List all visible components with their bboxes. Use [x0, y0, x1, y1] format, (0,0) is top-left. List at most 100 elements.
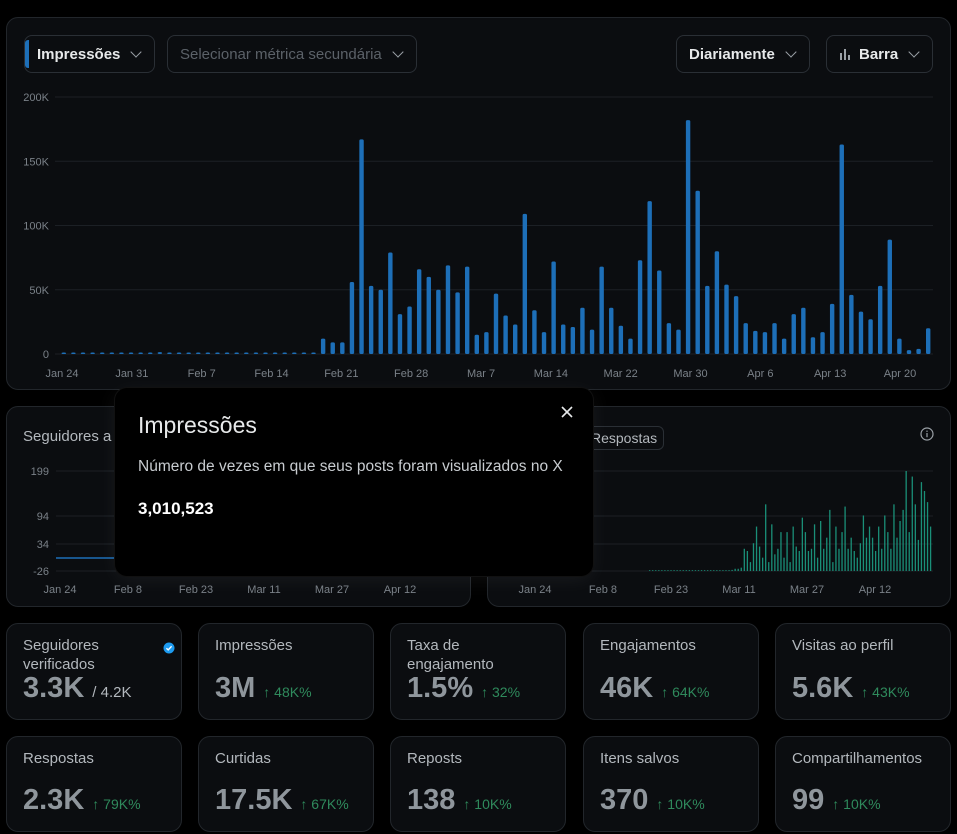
bar [61, 352, 67, 354]
stat-label: Respostas [23, 750, 94, 767]
bar [359, 139, 364, 354]
bar [138, 352, 143, 354]
stat-tile[interactable]: Engajamentos 46K ↑ 64K% [583, 623, 759, 720]
stat-tile[interactable]: Seguidores verificados 3.3K / 4.2K [6, 623, 182, 720]
stat-delta: ↑ 64K% [661, 684, 710, 700]
x-tick-label: Feb 23 [654, 584, 688, 596]
stat-label: Itens salvos [600, 750, 680, 767]
bar [551, 261, 556, 354]
bar [493, 293, 499, 354]
stat-value: 17.5K [215, 784, 293, 816]
bar [253, 352, 259, 354]
bar [664, 570, 666, 571]
bar [893, 504, 895, 571]
bar [647, 201, 652, 354]
verified-badge-icon [163, 642, 175, 654]
interval-dropdown[interactable]: Diariamente [676, 35, 810, 73]
stat-value: 3M [215, 672, 256, 704]
bar [810, 548, 813, 571]
bar [695, 190, 700, 354]
bar [874, 551, 877, 571]
bar [716, 570, 718, 571]
bar [926, 502, 929, 571]
bar [853, 551, 855, 571]
bar [697, 570, 700, 571]
bar [810, 337, 816, 354]
bar [685, 570, 687, 571]
bar [920, 482, 923, 571]
impressions-chart-card: Impressões Selecionar métrica secundária… [6, 17, 951, 390]
stat-tile[interactable]: Visitas ao perfil 5.6K ↑ 43K% [775, 623, 951, 720]
x-tick-label: Feb 8 [114, 584, 142, 596]
stat-tile[interactable]: Impressões 3M ↑ 48K% [198, 623, 374, 720]
bar [768, 562, 770, 571]
chart-type-dropdown[interactable]: Barra [826, 35, 934, 73]
stat-delta: ↑ 43K% [861, 684, 910, 700]
bar [282, 352, 287, 354]
bar [649, 570, 651, 571]
bar [826, 537, 828, 571]
stat-tile[interactable]: Reposts 138 ↑ 10K% [390, 736, 566, 832]
bar [532, 310, 537, 354]
stat-value: 3.3K [23, 672, 85, 704]
stat-value: 138 [407, 784, 456, 816]
secondary-metric-dropdown[interactable]: Selecionar métrica secundária [167, 35, 417, 73]
bar [728, 570, 730, 571]
x-tick-label: Apr 13 [814, 368, 846, 380]
bar [829, 303, 835, 354]
bar [167, 352, 172, 354]
x-tick-label: Feb 21 [324, 368, 358, 380]
bar [849, 294, 854, 354]
bar [798, 551, 800, 571]
bar [580, 307, 585, 354]
bar [733, 296, 739, 354]
stat-tile[interactable]: Itens salvos 370 ↑ 10K% [583, 736, 759, 832]
bar [676, 329, 681, 354]
y-tick-label: 94 [37, 511, 49, 523]
bar [908, 532, 910, 571]
stat-label: Visitas ao perfil [792, 637, 894, 654]
stat-delta: ↑ 32% [481, 684, 521, 700]
bar [426, 276, 431, 354]
bar [691, 570, 694, 571]
stat-value-row: 2.3K ↑ 79K% [23, 784, 141, 817]
stat-value: 46K [600, 672, 654, 704]
primary-metric-dropdown[interactable]: Impressões [24, 35, 156, 73]
x-tick-label: Mar 27 [315, 584, 349, 596]
bar [655, 570, 657, 571]
bar [878, 526, 880, 571]
bar [743, 548, 745, 571]
stat-tile[interactable]: Respostas 2.3K ↑ 79K% [6, 736, 182, 832]
bar [330, 342, 335, 354]
x-tick-label: Mar 11 [247, 584, 280, 596]
bar [917, 539, 920, 571]
bar [905, 471, 907, 571]
chart-type-label: Barra [859, 45, 899, 63]
stat-tile[interactable]: Curtidas 17.5K ↑ 67K% [198, 736, 374, 832]
bar [148, 352, 153, 354]
stat-label: Engajamentos [600, 637, 696, 654]
bar [407, 306, 412, 354]
stat-tile[interactable]: Taxa de engajamento 1.5% ↑ 32% [390, 623, 566, 720]
info-icon[interactable] [920, 427, 934, 441]
bar [865, 537, 868, 571]
bar [637, 260, 643, 354]
chevron-down-icon [785, 46, 797, 58]
followers-card-title: Seguidores a [23, 428, 112, 445]
stat-value: 99 [792, 784, 825, 816]
bar [378, 289, 383, 354]
close-icon[interactable] [559, 404, 575, 420]
bar [561, 324, 566, 354]
stat-tile[interactable]: Compartilhamentos 99 ↑ 10K% [775, 736, 951, 832]
bar [832, 562, 834, 571]
bar [503, 315, 508, 354]
bar [841, 532, 843, 571]
x-tick-label: Jan 24 [43, 584, 76, 596]
y-tick-label: 100K [23, 221, 49, 233]
bar [734, 568, 736, 571]
bar [368, 285, 374, 354]
bar [850, 537, 852, 571]
bar [397, 314, 403, 354]
bar [320, 338, 326, 354]
bar [705, 285, 710, 354]
